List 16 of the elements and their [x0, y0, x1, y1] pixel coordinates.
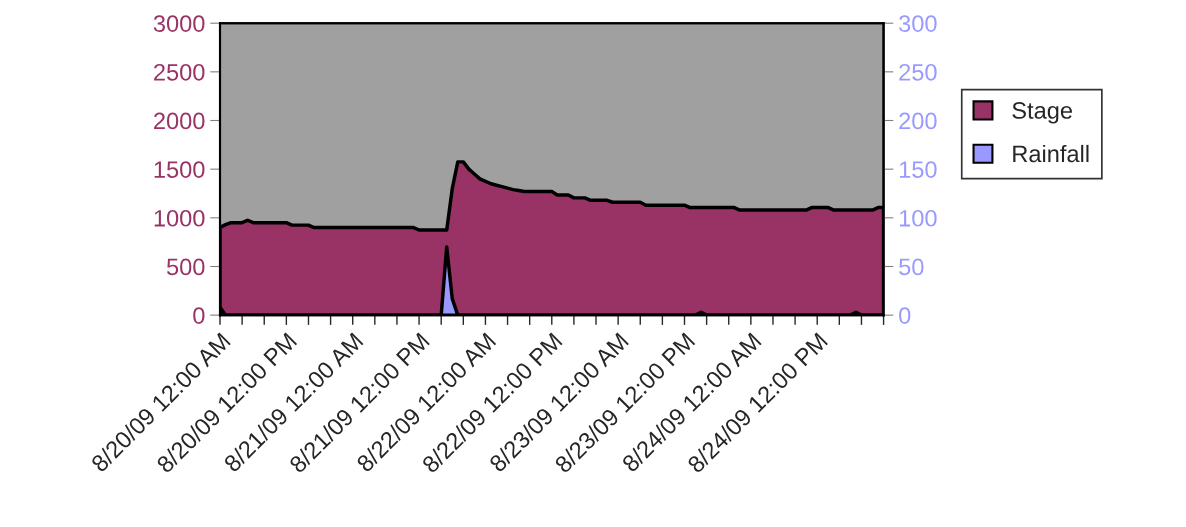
y-tick-label: 1000	[154, 209, 205, 227]
y2-tick-label: 200	[899, 112, 937, 130]
y-tick-label: 1500	[154, 161, 205, 178]
y-tick-label: 0	[193, 307, 205, 324]
y2-tick-label: 150	[899, 161, 937, 178]
y2-tick-label: 100	[899, 209, 937, 227]
y2-tick-label: 300	[899, 15, 937, 32]
y-tick-label: 3000	[153, 15, 205, 32]
y-tick-label: 2000	[154, 112, 205, 130]
legend-label: Rainfall	[1013, 144, 1089, 163]
y-tick-label: 500	[166, 258, 205, 276]
y-tick-label: 2500	[154, 63, 205, 81]
y2-tick-label: 250	[899, 63, 937, 81]
legend-label: Stage	[1012, 102, 1072, 124]
y2-tick-label: 50	[899, 258, 924, 276]
y2-tick-label: 0	[899, 307, 911, 324]
